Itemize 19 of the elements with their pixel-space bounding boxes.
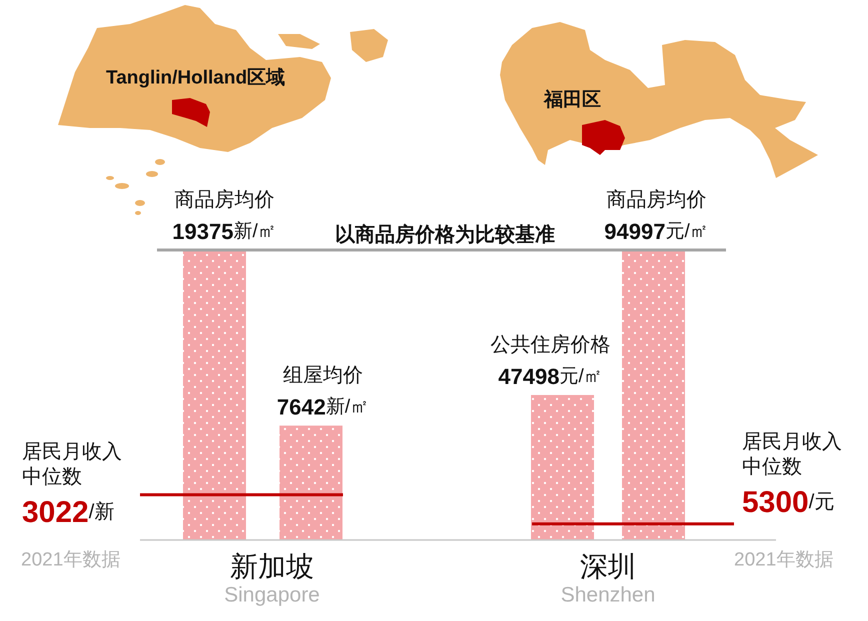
text: Singapore (224, 584, 320, 606)
text: 福田区 (544, 90, 601, 110)
ref-line-label: 居民月收入中位数3022/新 (22, 441, 122, 528)
ref-line-label: 以商品房价格为比较基准 (335, 223, 555, 246)
text: 2021年数据 (21, 550, 120, 570)
text: Shenzhen (560, 584, 656, 606)
data-label: 7642新/㎡ (276, 394, 370, 420)
x-tick-label: 商品房均价 (174, 189, 274, 211)
x-tick-label: 公共住房价格 (490, 334, 610, 356)
data-label: 94997元/㎡ (604, 218, 709, 244)
x-axis-title: 深圳 (580, 551, 636, 582)
text: 2021年数据 (734, 550, 834, 570)
x-tick-label: 组屋均价 (283, 364, 363, 387)
ref-line-label: 居民月收入中位数5300/元 (742, 431, 842, 518)
data-label: 19375新/㎡ (172, 218, 277, 244)
data-label: 47498元/㎡ (498, 364, 603, 388)
text: Tanglin/Holland区域 (106, 68, 286, 88)
x-axis-title: 新加坡 (230, 551, 314, 582)
x-tick-label: 商品房均价 (606, 189, 706, 211)
